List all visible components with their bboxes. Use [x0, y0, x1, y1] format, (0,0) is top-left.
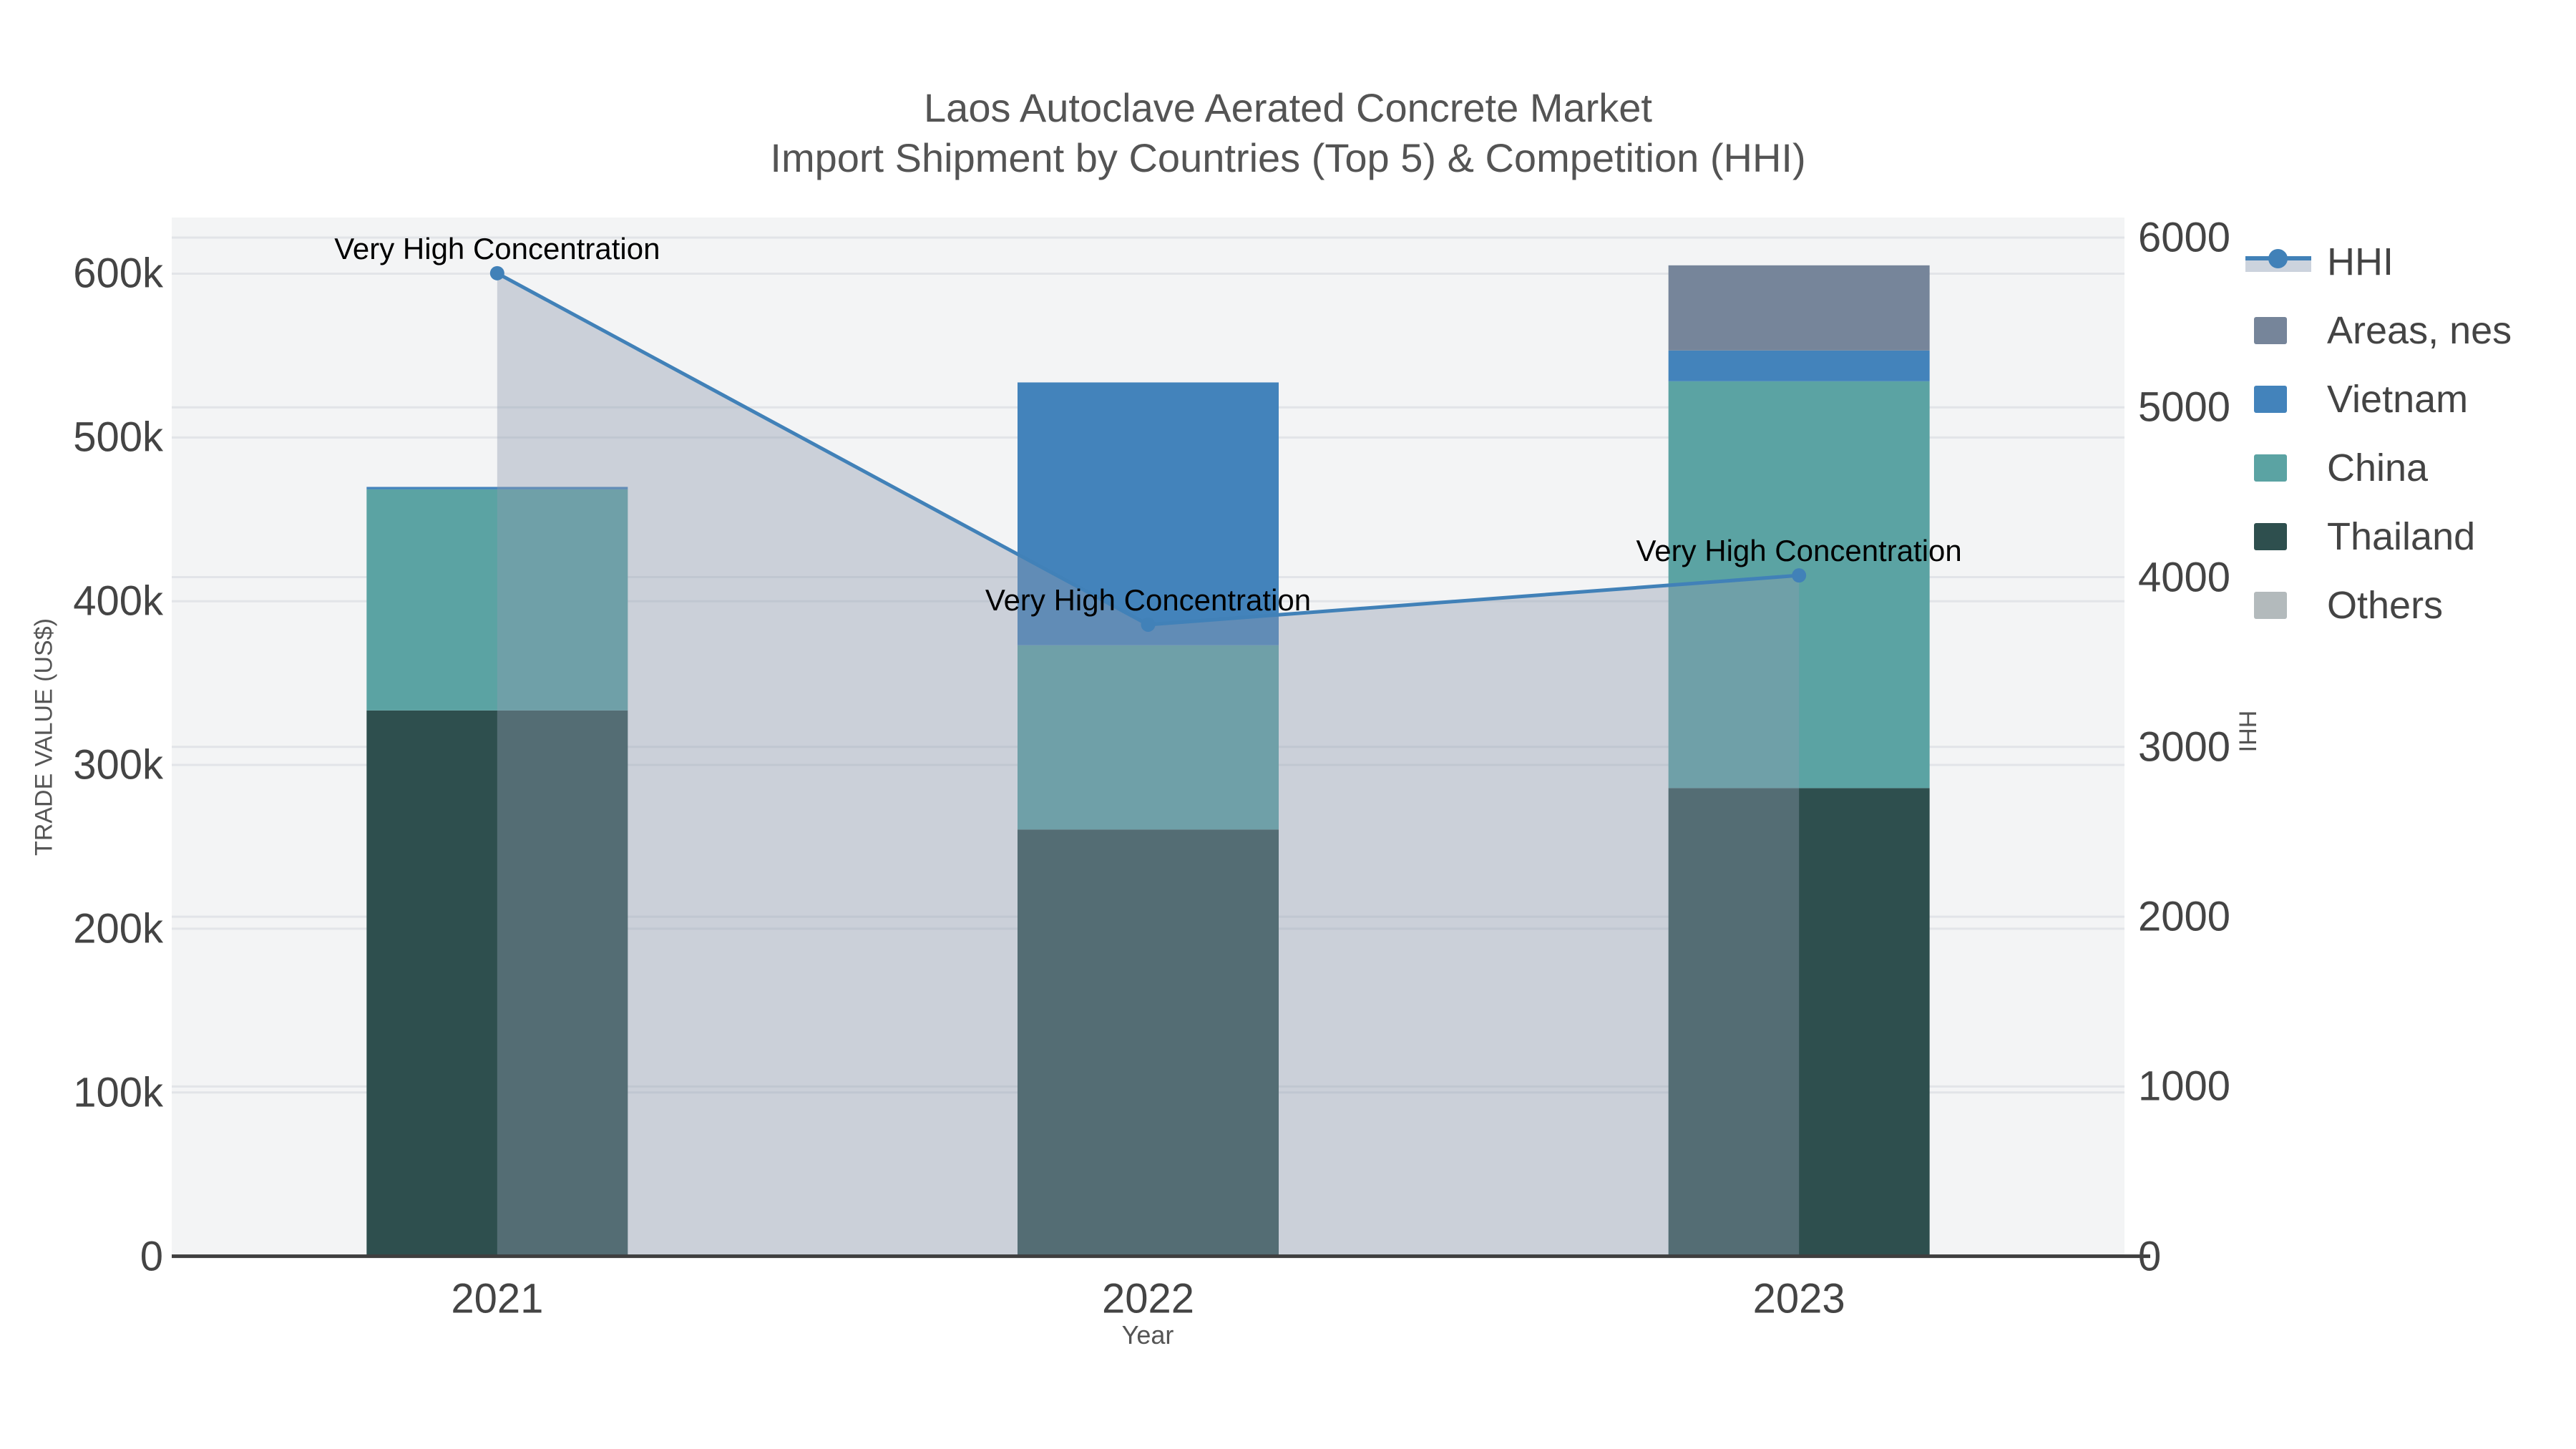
legend-item-others[interactable]: Others: [2245, 584, 2512, 627]
yaxis-right-tick-label: 5000: [2138, 384, 2231, 431]
hhi-marker-2022[interactable]: [1141, 617, 1156, 632]
areas-nes-swatch-icon: [2254, 317, 2287, 344]
legend-item-vietnam[interactable]: Vietnam: [2245, 378, 2512, 421]
legend: HHI Areas, nes Vietnam China Thailand Ot…: [2245, 240, 2512, 627]
legend-label: HHI: [2327, 240, 2394, 283]
x-axis-line: [172, 1254, 2150, 1259]
yaxis-right-tick-label: 2000: [2138, 893, 2231, 940]
vietnam-swatch-icon: [2254, 386, 2287, 413]
yaxis-right-tick-label: 1000: [2138, 1063, 2231, 1110]
legend-item-hhi[interactable]: HHI: [2245, 240, 2512, 283]
xaxis-tick-label: 2021: [451, 1275, 544, 1322]
xaxis-tick-label: 2022: [1101, 1275, 1195, 1322]
legend-item-areas-nes[interactable]: Areas, nes: [2245, 309, 2512, 352]
bar-segment-vietnam-2022[interactable]: [1018, 382, 1279, 645]
yaxis-left-tick-label: 600k: [73, 250, 163, 297]
yaxis-left-title: TRADE VALUE (US$): [30, 618, 58, 856]
legend-label: Vietnam: [2327, 378, 2469, 421]
legend-label: Areas, nes: [2327, 309, 2512, 352]
annotation-very-high-concentration-2022: Very High Concentration: [985, 582, 1312, 617]
yaxis-left-tick-label: 500k: [73, 414, 163, 461]
xaxis-tick-label: 2023: [1752, 1275, 1845, 1322]
yaxis-left-tick-label: 200k: [73, 905, 163, 952]
others-swatch-icon: [2254, 592, 2287, 619]
bar-segment-areas-nes-2023[interactable]: [1668, 265, 1930, 351]
bar-segment-china-2023[interactable]: [1668, 381, 1930, 789]
bar-segment-thailand-2021[interactable]: [366, 710, 628, 1257]
bar-segment-china-2021[interactable]: [366, 489, 628, 711]
yaxis-left-tick-label: 400k: [73, 577, 163, 625]
yaxis-right-tick-label: 3000: [2138, 723, 2231, 771]
bar-segment-thailand-2023[interactable]: [1668, 788, 1930, 1257]
hhi-marker-2023[interactable]: [1792, 568, 1807, 583]
bar-segment-vietnam-2023[interactable]: [1668, 350, 1930, 381]
yaxis-right-title: HHI: [2233, 710, 2261, 753]
bar-segment-china-2022[interactable]: [1018, 645, 1279, 830]
legend-label: Others: [2327, 584, 2444, 627]
yaxis-left-tick-label: 0: [140, 1233, 163, 1280]
chart-title: Laos Autoclave Aerated Concrete Market: [924, 85, 1652, 130]
bar-segment-vietnam-2021[interactable]: [366, 487, 628, 489]
yaxis-left-tick-label: 100k: [73, 1069, 163, 1116]
yaxis-right-tick-label: 0: [2138, 1233, 2162, 1280]
legend-item-china[interactable]: China: [2245, 447, 2512, 489]
yaxis-right-tick-label: 4000: [2138, 554, 2231, 601]
xaxis-title: Year: [1121, 1320, 1174, 1350]
annotation-very-high-concentration-2021: Very High Concentration: [334, 231, 660, 265]
yaxis-left-tick-label: 300k: [73, 741, 163, 789]
hhi-line-swatch-icon: [2245, 246, 2311, 278]
legend-label: Thailand: [2327, 515, 2476, 558]
legend-label: China: [2327, 447, 2429, 489]
yaxis-right-tick-label: 6000: [2138, 214, 2231, 261]
bar-segment-thailand-2022[interactable]: [1018, 829, 1279, 1257]
chart-subtitle: Import Shipment by Countries (Top 5) & C…: [770, 135, 1806, 180]
thailand-swatch-icon: [2254, 523, 2287, 550]
legend-item-thailand[interactable]: Thailand: [2245, 515, 2512, 558]
china-swatch-icon: [2254, 454, 2287, 482]
hhi-area-fill: [497, 273, 1800, 1257]
annotation-very-high-concentration-2023: Very High Concentration: [1636, 534, 1962, 568]
hhi-marker-2021[interactable]: [489, 265, 504, 280]
